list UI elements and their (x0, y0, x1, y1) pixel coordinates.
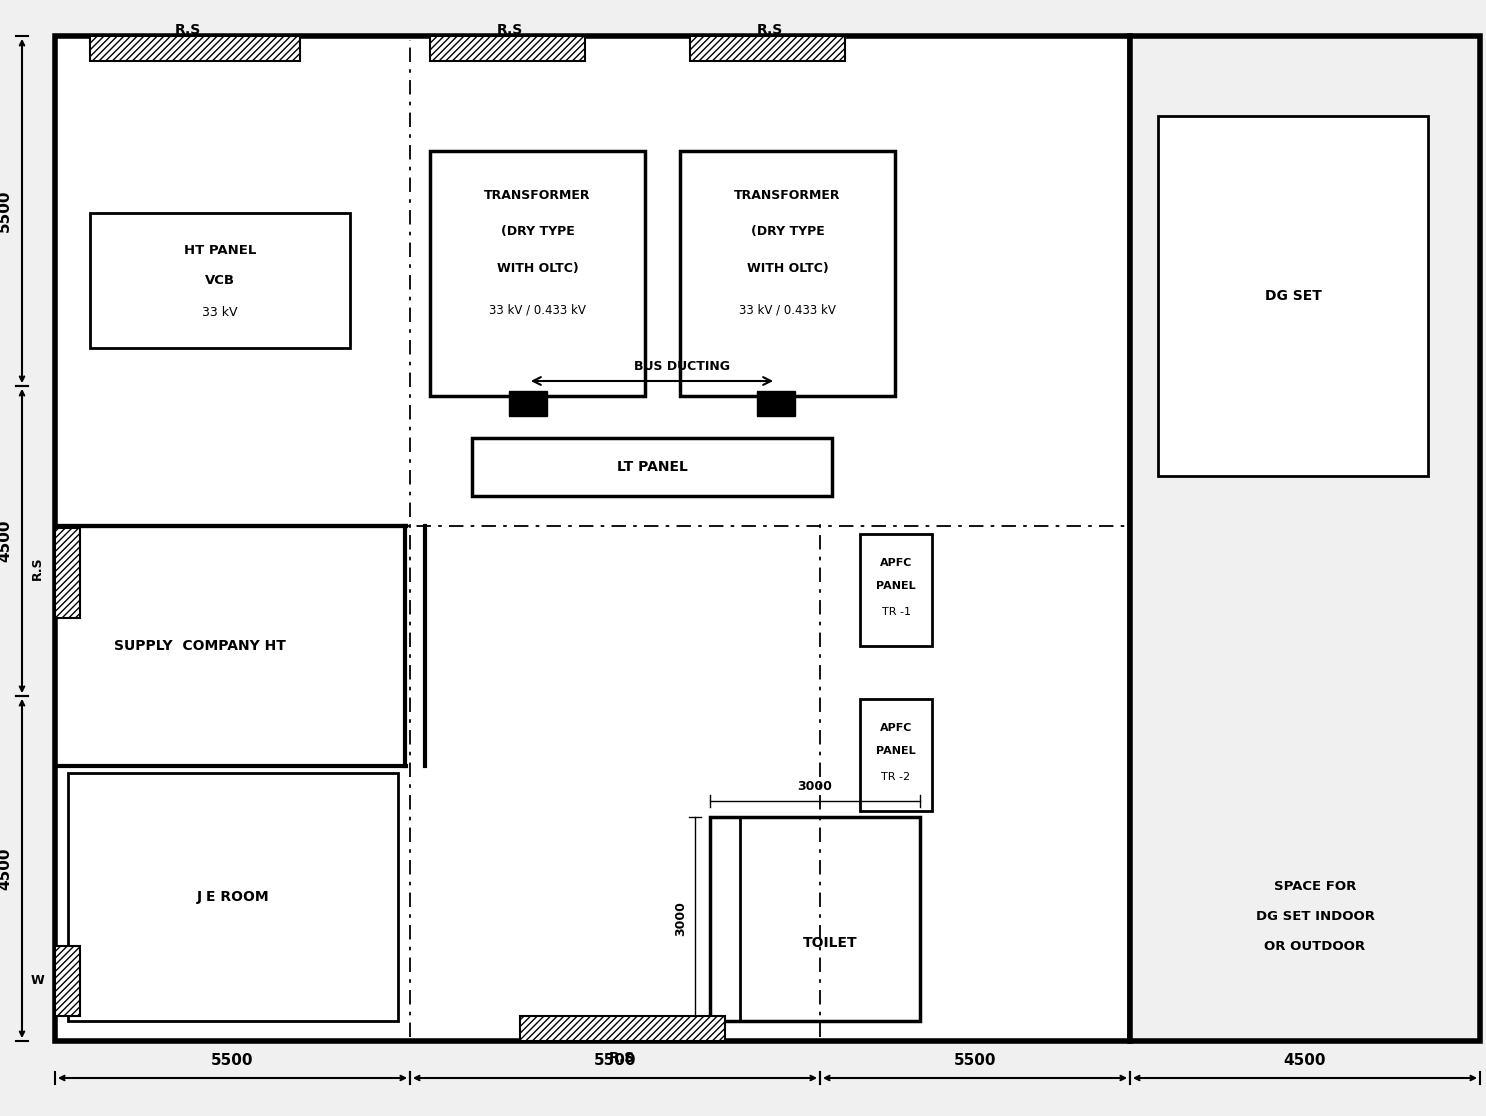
Text: 33 kV / 0.433 kV: 33 kV / 0.433 kV (489, 304, 585, 317)
Text: TRANSFORMER: TRANSFORMER (734, 189, 841, 202)
Bar (1129, 36, 1480, 1041)
Text: 5500: 5500 (0, 190, 12, 232)
Bar (756, 391, 795, 416)
Text: (DRY TYPE: (DRY TYPE (501, 225, 575, 239)
Bar (1158, 116, 1428, 477)
Bar (429, 151, 645, 396)
Bar (55, 946, 80, 1016)
Text: HT PANEL: HT PANEL (184, 244, 256, 258)
Bar (55, 36, 1129, 1041)
Text: 3000: 3000 (798, 780, 832, 793)
Text: WITH OLTC): WITH OLTC) (746, 262, 828, 276)
Text: 3000: 3000 (675, 902, 687, 936)
Text: 5500: 5500 (211, 1054, 254, 1068)
Text: PANEL: PANEL (877, 580, 915, 590)
Text: (DRY TYPE: (DRY TYPE (750, 225, 825, 239)
Text: R.S: R.S (175, 23, 201, 37)
Text: 4500: 4500 (1284, 1054, 1326, 1068)
Bar (690, 36, 846, 61)
Bar (473, 437, 832, 496)
Bar (55, 528, 80, 618)
Text: PANEL: PANEL (877, 745, 915, 756)
Bar (860, 533, 932, 646)
Bar (860, 699, 932, 811)
Text: 4500: 4500 (0, 520, 12, 562)
Bar (91, 36, 300, 61)
Text: 5500: 5500 (594, 1054, 636, 1068)
Text: 4500: 4500 (0, 847, 12, 889)
Text: R.S: R.S (496, 23, 523, 37)
Text: DG SET: DG SET (1265, 289, 1321, 304)
Text: DG SET INDOOR: DG SET INDOOR (1256, 910, 1375, 923)
Bar (681, 151, 895, 396)
Text: LT PANEL: LT PANEL (617, 460, 688, 474)
Text: 33 kV: 33 kV (202, 307, 238, 319)
Bar (520, 1016, 725, 1041)
Text: WITH OLTC): WITH OLTC) (496, 262, 578, 276)
Bar (429, 36, 585, 61)
Text: OR OUTDOOR: OR OUTDOOR (1265, 940, 1366, 952)
Bar (68, 773, 398, 1021)
Text: 33 kV / 0.433 kV: 33 kV / 0.433 kV (739, 304, 837, 317)
Text: VCB: VCB (205, 275, 235, 287)
Bar (710, 817, 920, 1021)
Text: TRANSFORMER: TRANSFORMER (484, 189, 591, 202)
Text: BUS DUCTING: BUS DUCTING (635, 360, 730, 373)
Text: TOILET: TOILET (802, 936, 857, 951)
Text: TR -2: TR -2 (881, 772, 911, 782)
Text: R.S: R.S (756, 23, 783, 37)
Text: J E ROOM: J E ROOM (196, 889, 269, 904)
Text: R.S: R.S (609, 1051, 635, 1065)
Text: SUPPLY  COMPANY HT: SUPPLY COMPANY HT (114, 639, 285, 653)
Text: APFC: APFC (880, 558, 912, 568)
Text: W: W (30, 974, 45, 988)
Bar (510, 391, 547, 416)
Text: TR -1: TR -1 (881, 607, 911, 617)
Text: R.S: R.S (31, 556, 45, 580)
Bar (91, 213, 351, 348)
Text: 5500: 5500 (954, 1054, 996, 1068)
Text: APFC: APFC (880, 723, 912, 733)
Text: SPACE FOR: SPACE FOR (1274, 879, 1357, 893)
